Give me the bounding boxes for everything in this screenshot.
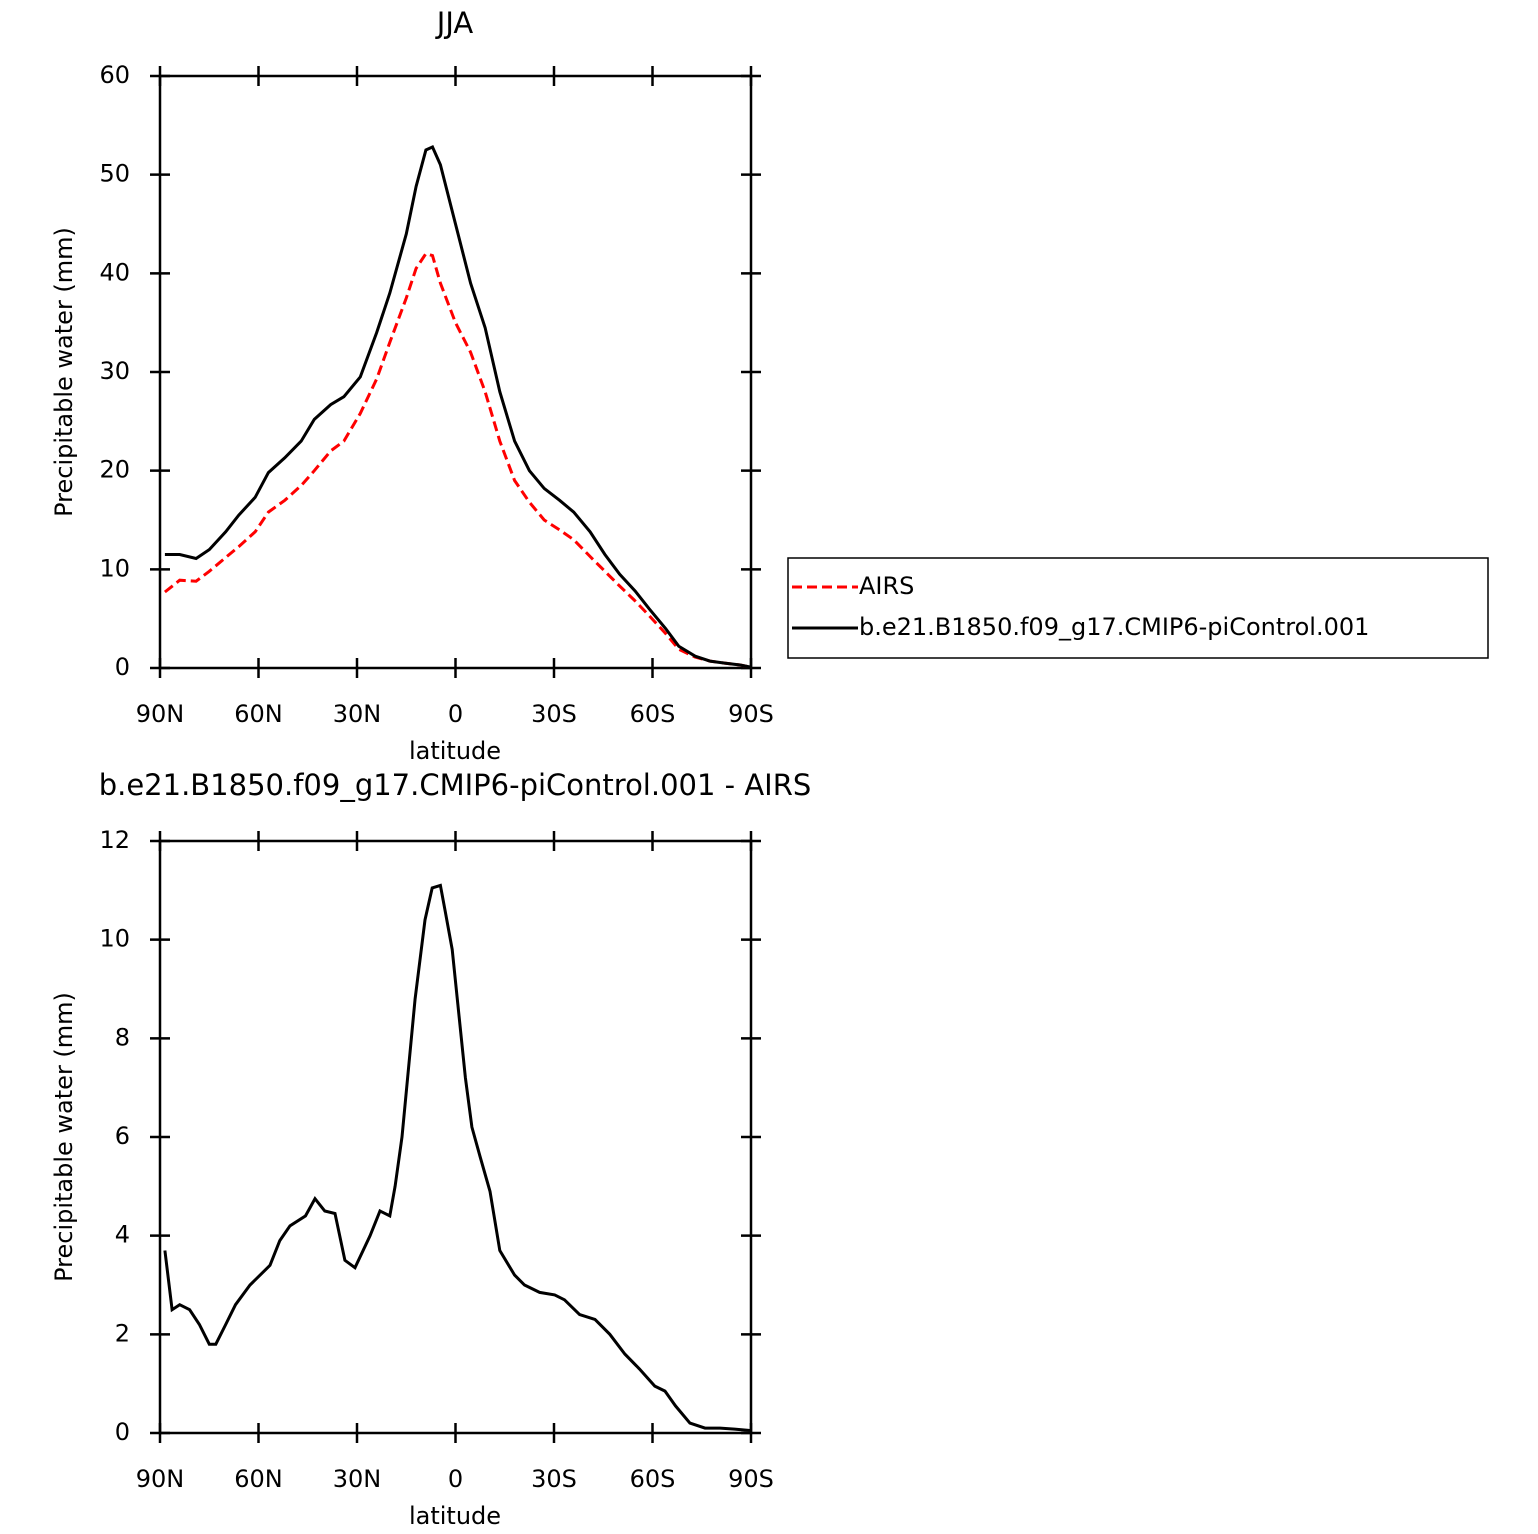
x-tick-label: 0 (448, 1465, 463, 1493)
legend-box (787, 557, 1489, 659)
y-tick-label: 2 (115, 1319, 130, 1347)
x-tick-label: 90S (728, 1465, 774, 1493)
x-tick-label: 60N (234, 1465, 283, 1493)
x-tick-label: 90S (728, 700, 774, 728)
y-tick-label: 0 (115, 1418, 130, 1446)
legend-label: AIRS (859, 572, 914, 600)
y-tick-label: 10 (99, 925, 130, 953)
x-tick-label: 30N (333, 1465, 382, 1493)
x-tick-label: 30S (531, 700, 577, 728)
x-axis-label: latitude (409, 1502, 501, 1530)
y-axis-label: Precipitable water (mm) (50, 227, 78, 517)
x-tick-label: 30N (333, 700, 382, 728)
y-tick-label: 60 (99, 61, 130, 89)
y-tick-label: 10 (99, 554, 130, 582)
data-line (163, 251, 751, 669)
y-tick-label: 12 (99, 826, 130, 854)
plot-frame (158, 839, 753, 1435)
legend-label: b.e21.B1850.f09_g17.CMIP6-piControl.001 (859, 613, 1369, 641)
y-tick-label: 8 (115, 1023, 130, 1051)
y-tick-label: 40 (99, 258, 130, 286)
plot-frame (158, 74, 753, 670)
x-tick-label: 90N (136, 1465, 185, 1493)
data-line (163, 883, 751, 1432)
chart-title: JJA (435, 6, 474, 40)
x-axis-label: latitude (409, 737, 501, 765)
y-tick-label: 4 (115, 1221, 130, 1249)
y-tick-label: 6 (115, 1122, 130, 1150)
x-tick-label: 60N (234, 700, 283, 728)
x-tick-label: 30S (531, 1465, 577, 1493)
x-tick-label: 0 (448, 700, 463, 728)
chart-title: b.e21.B1850.f09_g17.CMIP6-piControl.001 … (99, 768, 812, 802)
y-tick-label: 20 (99, 456, 130, 484)
y-tick-label: 30 (99, 357, 130, 385)
x-tick-label: 90N (136, 700, 185, 728)
y-tick-label: 50 (99, 160, 130, 188)
y-tick-label: 0 (115, 653, 130, 681)
x-tick-label: 60S (630, 700, 676, 728)
data-line (164, 145, 751, 669)
x-tick-label: 60S (630, 1465, 676, 1493)
y-axis-label: Precipitable water (mm) (50, 992, 78, 1282)
